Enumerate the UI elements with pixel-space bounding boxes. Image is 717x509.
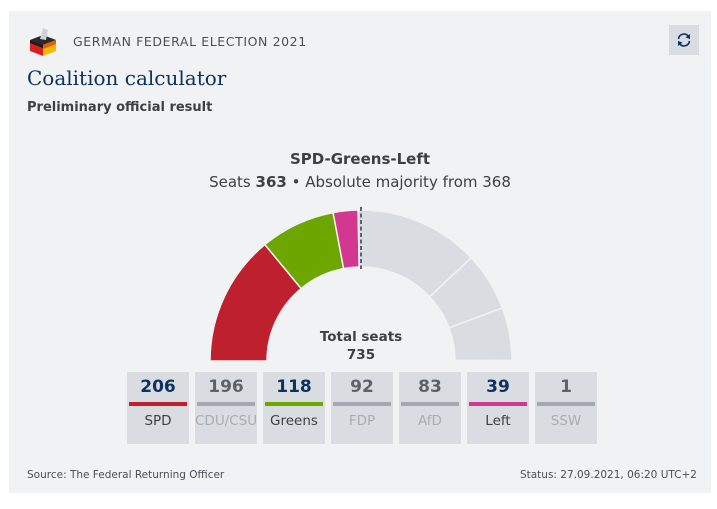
party-name: FDP xyxy=(348,413,376,429)
election-kicker: GERMAN FEDERAL ELECTION 2021 xyxy=(73,33,307,49)
party-seats: 118 xyxy=(276,377,312,397)
party-name: Greens xyxy=(270,413,318,429)
party-name: CDU/CSU xyxy=(195,413,258,429)
party-seats: 39 xyxy=(486,377,510,397)
party-name: AfD xyxy=(418,413,442,429)
page-subtitle: Preliminary official result xyxy=(27,100,213,115)
coalition-seats: 363 xyxy=(255,173,287,191)
total-seats-label: Total seats xyxy=(319,329,403,345)
party-toggle-fdp[interactable]: 92 FDP xyxy=(331,372,393,444)
coalition-calculator-card: GERMAN FEDERAL ELECTION 2021 Coalition c… xyxy=(9,11,711,493)
page-title: Coalition calculator xyxy=(27,66,227,90)
party-color-bar xyxy=(333,402,391,406)
party-color-bar xyxy=(401,402,459,406)
party-toggle-cducsu[interactable]: 196 CDU/CSU xyxy=(195,372,257,444)
refresh-icon xyxy=(677,33,691,47)
party-color-bar xyxy=(197,402,255,406)
total-seats-value: 735 xyxy=(346,347,376,363)
party-toggle-ssw[interactable]: 1 SSW xyxy=(535,372,597,444)
header: GERMAN FEDERAL ELECTION 2021 xyxy=(27,25,307,57)
party-toggle-left[interactable]: 39 Left xyxy=(467,372,529,444)
party-color-bar xyxy=(469,402,527,406)
party-name: SPD xyxy=(144,413,172,429)
source-note: Source: The Federal Returning Officer xyxy=(27,469,225,481)
party-seats: 1 xyxy=(560,377,572,397)
party-seats: 206 xyxy=(140,377,176,397)
refresh-button[interactable] xyxy=(669,25,699,55)
party-name: SSW xyxy=(550,413,582,429)
gauge-segment-ssw xyxy=(454,359,513,362)
coalition-info: Seats 363 • Absolute majority from 368 xyxy=(9,173,711,191)
party-color-bar xyxy=(265,402,323,406)
party-toggle-spd[interactable]: 206 SPD xyxy=(127,372,189,444)
seats-label: Seats xyxy=(209,173,251,191)
majority-text: Absolute majority from 368 xyxy=(305,173,511,191)
coalition-name: SPD-Greens-Left xyxy=(289,150,431,168)
ballot-box-icon xyxy=(30,28,56,56)
party-selector: 206 SPD 196 CDU/CSU 118 Greens 92 FDP 83 AfD 39 Lef… xyxy=(127,372,597,444)
party-name: Left xyxy=(485,413,511,429)
party-seats: 92 xyxy=(350,377,374,397)
party-seats: 196 xyxy=(208,377,244,397)
party-toggle-afd[interactable]: 83 AfD xyxy=(399,372,461,444)
party-toggle-greens[interactable]: 118 Greens xyxy=(263,372,325,444)
party-seats: 83 xyxy=(418,377,442,397)
party-color-bar xyxy=(129,402,187,406)
status-timestamp: Status: 27.09.2021, 06:20 UTC+2 xyxy=(519,469,697,481)
party-color-bar xyxy=(537,402,595,406)
seat-gauge xyxy=(209,207,513,362)
separator: • xyxy=(291,173,301,191)
